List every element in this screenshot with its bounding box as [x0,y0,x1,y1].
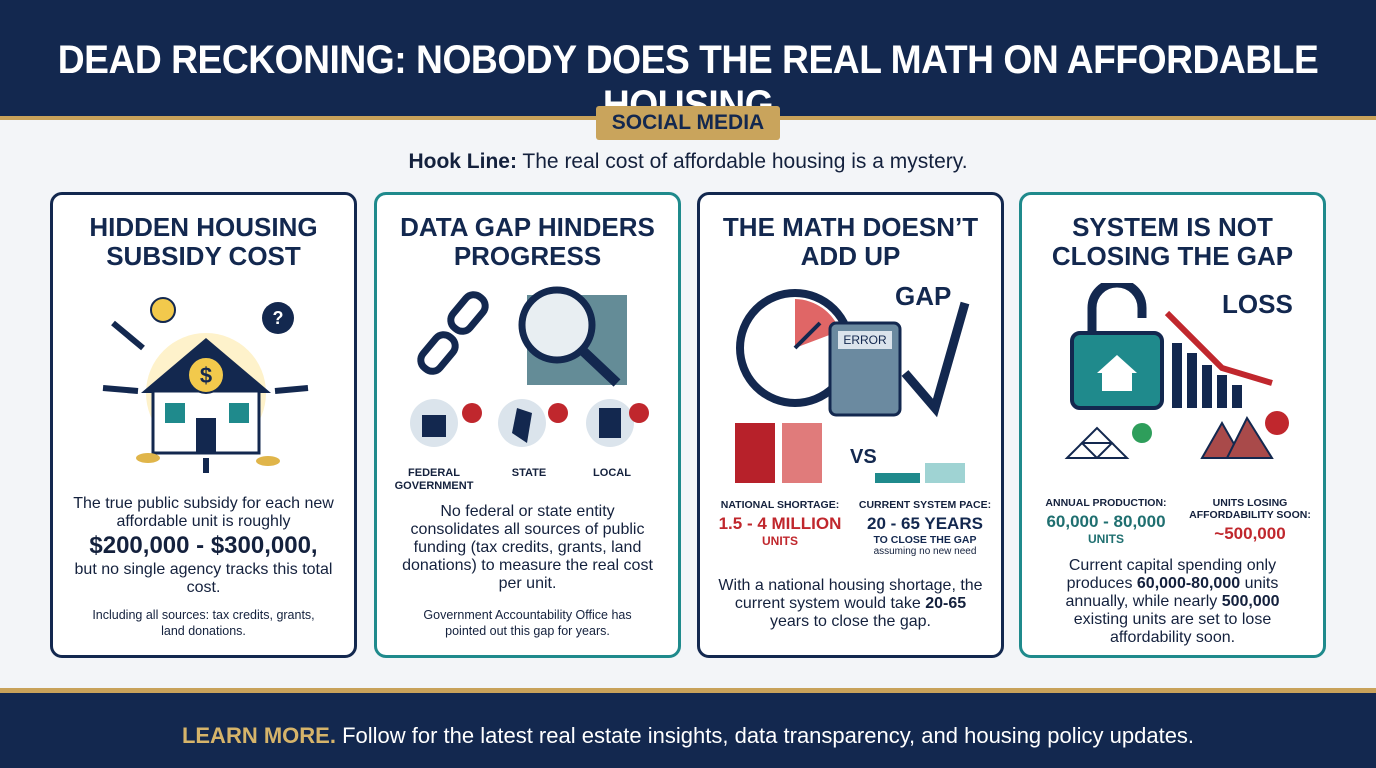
level-label: STATE [511,467,547,479]
stat: ANNUAL PRODUCTION: 60,000 - 80,000 UNITS [1036,497,1176,546]
house-icon: $ ? [102,297,309,473]
data-gap-icon [410,286,649,447]
body-highlight: $200,000 - $300,000, [89,532,318,559]
stat: UNITS LOSING AFFORDABILITY SOON: ~500,00… [1180,497,1320,544]
body-text: Current capital spending only produces [1066,557,1277,592]
stat-unit: TO CLOSE THE GAP [873,534,977,546]
card-note: Including all sources: tax credits, gran… [92,608,315,638]
stat-label: ANNUAL PRODUCTION: [1045,497,1167,509]
math-icon: ERROR GAP VS [735,283,970,483]
card-body: Current capital spending only produces 6… [1040,557,1305,647]
stat: CURRENT SYSTEM PACE: 20 - 65 YEARS TO CL… [855,499,995,557]
card: THE MATH DOESN’T ADD UP ERROR GAP VS NAT… [697,192,1004,658]
svg-text:?: ? [273,308,284,328]
card-body: The true public subsidy for each new aff… [71,495,336,597]
body-text: but no single agency tracks this total c… [74,561,333,596]
card-note: Government Accountability Office has poi… [423,608,632,638]
loss-icon: LOSS [1064,283,1293,459]
stat-value: ~500,000 [1214,524,1286,543]
body-text: existing units are set to lose affordabi… [1073,611,1272,646]
header: DEAD RECKONING: NOBODY DOES THE REAL MAT… [0,0,1376,127]
card: SYSTEM IS NOT CLOSING THE GAP LOSS ANNUA… [1019,192,1326,658]
body-text: The true public subsidy for each new aff… [73,495,334,530]
stat-note: assuming no new need [873,546,977,557]
stat-unit: UNITS [1088,532,1124,546]
stat: NATIONAL SHORTAGE: 1.5 - 4 MILLION UNITS [710,499,850,548]
body-text: years to close the gap. [770,613,931,630]
hook-text: The real cost of affordable housing is a… [522,150,968,173]
footer-body: Follow for the latest real estate insigh… [342,723,1195,748]
stat-label: UNITS LOSING AFFORDABILITY SOON: [1189,497,1311,521]
stat-label: NATIONAL SHORTAGE: [720,499,840,511]
icon-label: ERROR [843,333,887,347]
footer-text: LEARN MORE. Follow for the latest real e… [0,723,1376,749]
card-title: THE MATH DOESN’T ADD UP [722,212,979,271]
footer-lead: LEARN MORE. [181,723,336,748]
svg-text:$: $ [200,363,212,388]
card: DATA GAP HINDERS PROGRESS FEDERAL GOVERN… [374,192,681,658]
card-title: SYSTEM IS NOT CLOSING THE GAP [1051,212,1294,271]
body-highlight: 500,000 [1221,593,1280,610]
title: DEAD RECKONING: NOBODY DOES THE REAL MAT… [57,38,1319,127]
level-label: LOCAL [593,467,631,479]
body-highlight: 20-65 [925,595,967,612]
body-text: units annually, while nearly [1065,575,1279,610]
badge: SOCIAL MEDIA [596,106,780,140]
card: HIDDEN HOUSING SUBSIDY COST $ ? The true… [50,192,357,658]
card-title: DATA GAP HINDERS PROGRESS [400,212,655,271]
body-highlight: 60,000-80,000 [1136,575,1241,592]
card-title: HIDDEN HOUSING SUBSIDY COST [89,212,318,271]
card-body: No federal or state entity consolidates … [395,503,660,593]
stat-label: CURRENT SYSTEM PACE: [858,499,992,511]
vs-label: VS [850,446,877,468]
body-text: No federal or state entity consolidates … [402,503,653,592]
icon-label: GAP [895,283,951,311]
footer: LEARN MORE. Follow for the latest real e… [0,688,1376,768]
icon-label: LOSS [1222,289,1293,319]
level-label: FEDERAL GOVERNMENT [394,467,474,492]
stat-value: 20 - 65 YEARS [867,514,983,533]
hook-line: Hook Line: The real cost of affordable h… [0,150,1376,174]
stat-unit: UNITS [762,534,798,548]
stat-value: 1.5 - 4 MILLION [718,514,842,533]
stat-value: 60,000 - 80,000 [1046,512,1166,531]
card-body: With a national housing shortage, the cu… [718,577,983,631]
body-text: With a national housing shortage, the cu… [718,577,983,612]
hook-label: Hook Line: [408,150,517,173]
